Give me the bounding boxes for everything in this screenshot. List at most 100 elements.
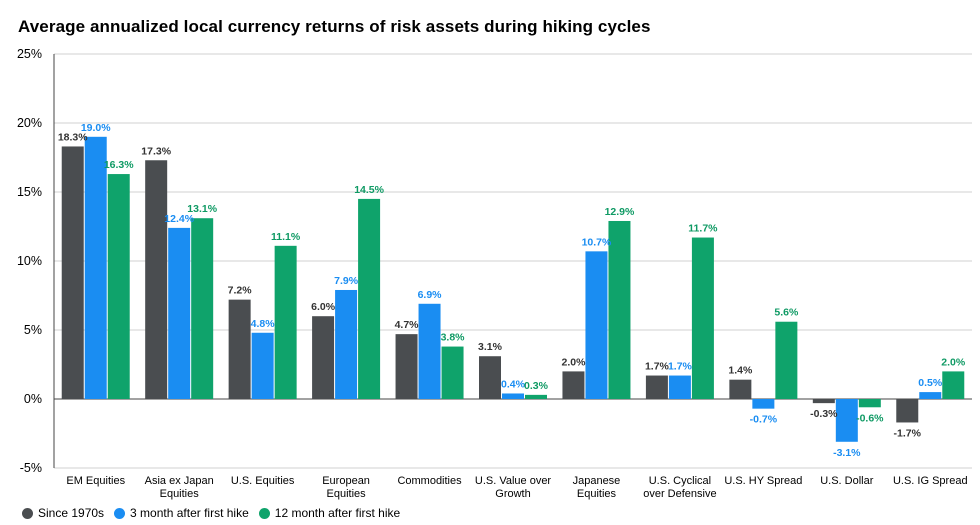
- bar-since-1970s: [395, 334, 418, 399]
- data-label: 4.7%: [395, 319, 420, 331]
- data-label: 4.8%: [251, 318, 276, 330]
- legend-label: Since 1970s: [38, 506, 105, 520]
- y-axis: -5% 0% 5% 10% 15% 20% 25%: [17, 47, 55, 475]
- data-label: 1.7%: [645, 361, 670, 373]
- legend-label: 12 month after first hike: [274, 506, 401, 520]
- x-category-label: Equities: [327, 488, 367, 500]
- x-category-label: EM Equities: [66, 475, 125, 487]
- bar-since-1970s: [228, 299, 251, 399]
- data-label: 2.0%: [941, 356, 966, 368]
- bar-since-1970s: [562, 371, 585, 399]
- x-axis-categories: EM Equities Asia ex Japan Equities U.S. Equ…: [66, 475, 967, 500]
- bar-12-month-after-first-hike: [608, 220, 631, 399]
- bar-since-1970s: [896, 399, 919, 423]
- y-tick-label: 10%: [17, 254, 42, 268]
- data-label: 18.3%: [58, 131, 88, 143]
- y-tick-label: -5%: [20, 461, 42, 475]
- legend-marker: [114, 507, 126, 519]
- x-category-label: U.S. HY Spread: [724, 475, 802, 487]
- x-category-label: U.S. Value over: [475, 475, 552, 487]
- bar-12-month-after-first-hike: [358, 198, 381, 399]
- data-label: 12.9%: [605, 206, 635, 218]
- legend-marker: [258, 507, 270, 519]
- x-category-label: over Defensive: [643, 488, 716, 500]
- data-label: 6.9%: [418, 289, 443, 301]
- x-category-label: Equities: [577, 488, 617, 500]
- bar-3-month-after-first-hike: [752, 399, 775, 409]
- bars: [61, 136, 965, 442]
- y-tick-label: 20%: [17, 116, 42, 130]
- bar-3-month-after-first-hike: [668, 375, 691, 399]
- data-label: -1.7%: [894, 427, 922, 439]
- bar-3-month-after-first-hike: [585, 251, 608, 399]
- data-label: 5.6%: [774, 307, 799, 319]
- data-label: 7.9%: [334, 275, 359, 287]
- bar-3-month-after-first-hike: [168, 227, 191, 399]
- x-category-label: U.S. Equities: [231, 475, 295, 487]
- y-tick-label: 5%: [24, 323, 42, 337]
- data-label: 13.1%: [187, 203, 217, 215]
- data-label: 1.4%: [728, 365, 753, 377]
- data-label: 6.0%: [311, 301, 336, 313]
- x-category-label: U.S. IG Spread: [893, 475, 968, 487]
- bar-since-1970s: [645, 375, 668, 399]
- data-label: 11.7%: [688, 223, 718, 235]
- x-category-label: Growth: [495, 488, 530, 500]
- data-label: 14.5%: [354, 184, 384, 196]
- bar-12-month-after-first-hike: [441, 346, 464, 399]
- x-category-label: Japanese: [573, 475, 621, 487]
- y-tick-label: 0%: [24, 392, 42, 406]
- legend-item: 12 month after first hike: [258, 506, 401, 520]
- bar-3-month-after-first-hike: [919, 392, 942, 399]
- bar-3-month-after-first-hike: [251, 332, 274, 399]
- x-category-label: Commodities: [397, 475, 462, 487]
- data-label: -0.6%: [856, 412, 884, 424]
- bar-3-month-after-first-hike: [835, 399, 858, 442]
- bar-since-1970s: [61, 146, 84, 399]
- data-label: 3.1%: [478, 341, 503, 353]
- bar-12-month-after-first-hike: [691, 237, 714, 399]
- x-category-label: European: [322, 475, 370, 487]
- legend-marker: [22, 507, 33, 519]
- x-category-label: U.S. Cyclical: [649, 475, 711, 487]
- data-label: 11.1%: [271, 231, 301, 243]
- data-label: 2.0%: [561, 356, 586, 368]
- legend-item: Since 1970s: [22, 506, 104, 520]
- data-label: 17.3%: [141, 145, 171, 157]
- bar-since-1970s: [729, 379, 752, 399]
- bar-since-1970s: [312, 316, 335, 399]
- data-label: 19.0%: [81, 122, 111, 134]
- x-category-label: Asia ex Japan: [145, 475, 214, 487]
- bar-12-month-after-first-hike: [775, 321, 798, 399]
- legend-label: 3 month after first hike: [130, 506, 249, 520]
- data-label: 3.8%: [441, 332, 466, 344]
- data-label: 1.7%: [668, 361, 693, 373]
- data-label: 12.4%: [164, 213, 194, 225]
- data-label: 7.2%: [228, 285, 253, 297]
- value-labels: 18.3%19.0% 16.3% 17.3% 12.4%13.1% 7.2% 4.8% 11…: [58, 122, 966, 459]
- bar-chart: -5% 0% 5% 10% 15% 20% 25% 18.3%19.0% 16.3% 17.3%…: [17, 47, 972, 500]
- legend-item: 3 month after first hike: [114, 506, 249, 520]
- bar-since-1970s: [479, 356, 501, 399]
- data-label: -0.7%: [750, 414, 778, 426]
- data-label: 16.3%: [104, 159, 134, 171]
- data-label: 10.7%: [582, 236, 612, 248]
- bar-since-1970s: [145, 160, 168, 399]
- bar-12-month-after-first-hike: [942, 371, 965, 399]
- bar-12-month-after-first-hike: [858, 399, 881, 408]
- bar-12-month-after-first-hike: [274, 245, 297, 399]
- bar-3-month-after-first-hike: [502, 393, 524, 399]
- chart-title: Average annualized local currency return…: [18, 17, 651, 36]
- y-tick-label: 25%: [17, 47, 42, 61]
- bar-3-month-after-first-hike: [84, 136, 107, 400]
- bar-12-month-after-first-hike: [107, 174, 130, 399]
- x-category-label: U.S. Dollar: [820, 475, 874, 487]
- legend: Since 1970s 3 month after first hike 12 mo…: [22, 506, 410, 520]
- bar-since-1970s: [812, 399, 835, 404]
- data-label: -3.1%: [833, 447, 861, 459]
- bar-3-month-after-first-hike: [418, 303, 441, 399]
- bar-12-month-after-first-hike: [191, 218, 214, 399]
- data-label: 0.3%: [524, 380, 549, 392]
- y-tick-label: 15%: [17, 185, 42, 199]
- bar-3-month-after-first-hike: [335, 289, 358, 399]
